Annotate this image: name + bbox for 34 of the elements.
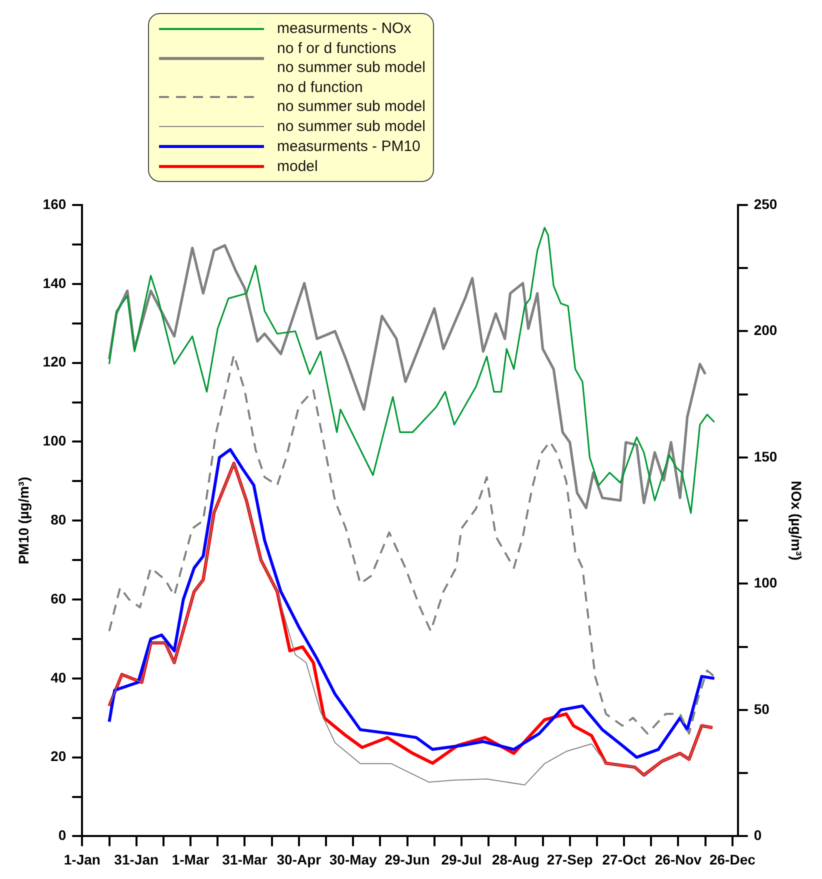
- y2-tick-label: 50: [754, 700, 770, 717]
- x-tick-label: 27-Sep: [546, 851, 593, 868]
- y-tick-label: 20: [50, 748, 66, 764]
- x-tick-label: 27-Oct: [602, 851, 646, 868]
- y-tick-label: 60: [50, 590, 66, 606]
- y-axis-title: PM10 (µg/m³): [15, 476, 32, 564]
- y-tick-label: 140: [42, 274, 66, 291]
- legend-label: measurments - PM10: [277, 137, 420, 156]
- y2-tick-label: 200: [754, 322, 778, 338]
- y-tick-label: 80: [50, 511, 66, 528]
- y2-tick-label: 100: [754, 574, 778, 591]
- y-tick-label: 0: [58, 827, 66, 844]
- y-tick-label: 40: [50, 669, 66, 686]
- y2-tick-label: 150: [754, 448, 778, 464]
- y2-axis-title: NOx (µg/m³): [788, 480, 805, 560]
- x-tick-label: 26-Dec: [709, 851, 756, 868]
- legend-label: measurments - NOx: [277, 19, 412, 38]
- y-tick-label: 100: [42, 432, 66, 449]
- x-tick-label: 29-Jun: [384, 851, 430, 868]
- x-tick-label: 26-Nov: [654, 851, 702, 868]
- x-tick-label: 1-Mar: [172, 851, 210, 868]
- y-tick-label: 120: [42, 354, 66, 370]
- x-tick-label: 30-May: [329, 851, 378, 868]
- x-tick-label: 29-Jul: [441, 851, 482, 868]
- y-tick-label: 160: [42, 196, 66, 212]
- x-tick-label: 31-Jan: [114, 851, 159, 868]
- x-tick-label: 1-Jan: [64, 851, 100, 868]
- y2-tick-label: 0: [754, 827, 762, 844]
- legend-label: model: [277, 157, 318, 176]
- y2-tick-label: 250: [754, 196, 778, 212]
- legend-label: no summer sub model: [277, 117, 426, 136]
- x-tick-label: 31-Mar: [222, 851, 268, 868]
- x-tick-label: 28-Aug: [492, 851, 540, 868]
- x-tick-label: 30-Apr: [276, 851, 322, 868]
